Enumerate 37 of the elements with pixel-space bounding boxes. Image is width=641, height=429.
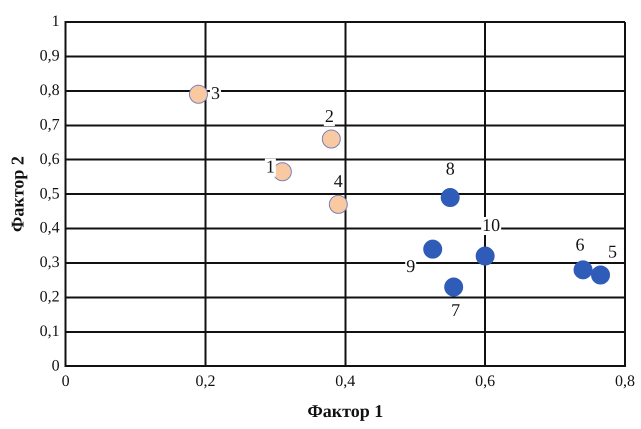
annotation: 3 <box>210 83 220 104</box>
point <box>444 278 464 297</box>
point <box>423 240 442 259</box>
y-tick-label: 0,6 <box>40 150 60 168</box>
annotation: 1 <box>266 156 275 176</box>
point <box>322 130 341 149</box>
x-axis-title: Фактор 1 <box>307 400 384 421</box>
x-tick-label: 0,8 <box>615 373 635 390</box>
point <box>591 265 610 284</box>
point <box>574 260 593 280</box>
point <box>188 84 208 104</box>
y-tick-label: 0,3 <box>40 254 60 272</box>
y-tick-label: 0 <box>52 357 60 374</box>
y-axis-title: Фактор 2 <box>7 156 28 232</box>
x-tick-label: 0,6 <box>475 373 496 390</box>
point <box>272 162 292 182</box>
y-tick-label: 0,5 <box>40 185 60 202</box>
annotation: 4 <box>334 171 343 192</box>
annotation: 5 <box>608 242 618 262</box>
x-tick-label: 0,4 <box>335 373 356 390</box>
y-tick-label: 0,1 <box>40 322 60 340</box>
annotation: 10 <box>482 214 500 235</box>
annotation: 2 <box>324 106 334 126</box>
y-tick-label: 0,7 <box>40 116 60 134</box>
y-tick-label: 1 <box>52 13 60 30</box>
y-tick-label: 0,4 <box>40 220 60 237</box>
annotation: 9 <box>406 256 416 276</box>
y-tick-label: 0,8 <box>40 82 60 100</box>
annotation: 7 <box>451 300 460 320</box>
point <box>440 188 460 208</box>
x-tick-label: 0,2 <box>195 373 216 390</box>
point <box>328 194 348 214</box>
annotation: 6 <box>576 234 585 255</box>
point <box>476 246 495 266</box>
annotation: 8 <box>446 158 455 178</box>
y-tick-label: 0,2 <box>40 288 60 306</box>
y-tick-label: 0,9 <box>40 48 60 65</box>
